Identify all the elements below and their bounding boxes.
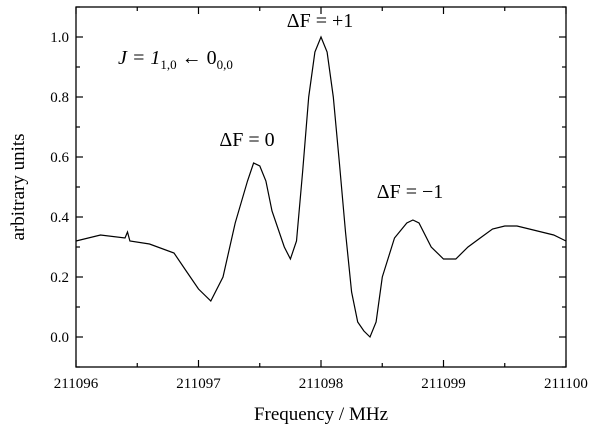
x-tick-label: 211096 (54, 376, 99, 392)
y-tick-label: 0.0 (50, 330, 69, 346)
x-tick-label: 211098 (299, 376, 343, 392)
y-tick-label: 0.4 (50, 210, 69, 226)
y-tick-label: 1.0 (50, 30, 69, 46)
x-axis-title: Frequency / MHz (254, 404, 388, 425)
y-axis-title: arbitrary units (8, 133, 29, 240)
peak-label-delta-f-plus-1: ΔF = +1 (287, 10, 354, 32)
transition-label: J = 11,0 ← 00,0 (118, 47, 233, 72)
x-tick-label: 211100 (544, 376, 588, 392)
peak-label-delta-f-minus-1: ΔF = −1 (377, 181, 444, 203)
peak-label-delta-f-0: ΔF = 0 (219, 129, 274, 151)
axis-ticks: 211096 211097 211098 211099 211100 0.0 0.2 0.4 0… (50, 6, 588, 392)
y-tick-label: 0.8 (50, 90, 69, 106)
y-tick-label: 0.6 (50, 150, 69, 166)
x-tick-label: 211097 (176, 376, 221, 392)
x-tick-label: 211099 (421, 376, 465, 392)
y-tick-label: 0.2 (50, 270, 69, 286)
spectrum-line (75, 35, 567, 339)
